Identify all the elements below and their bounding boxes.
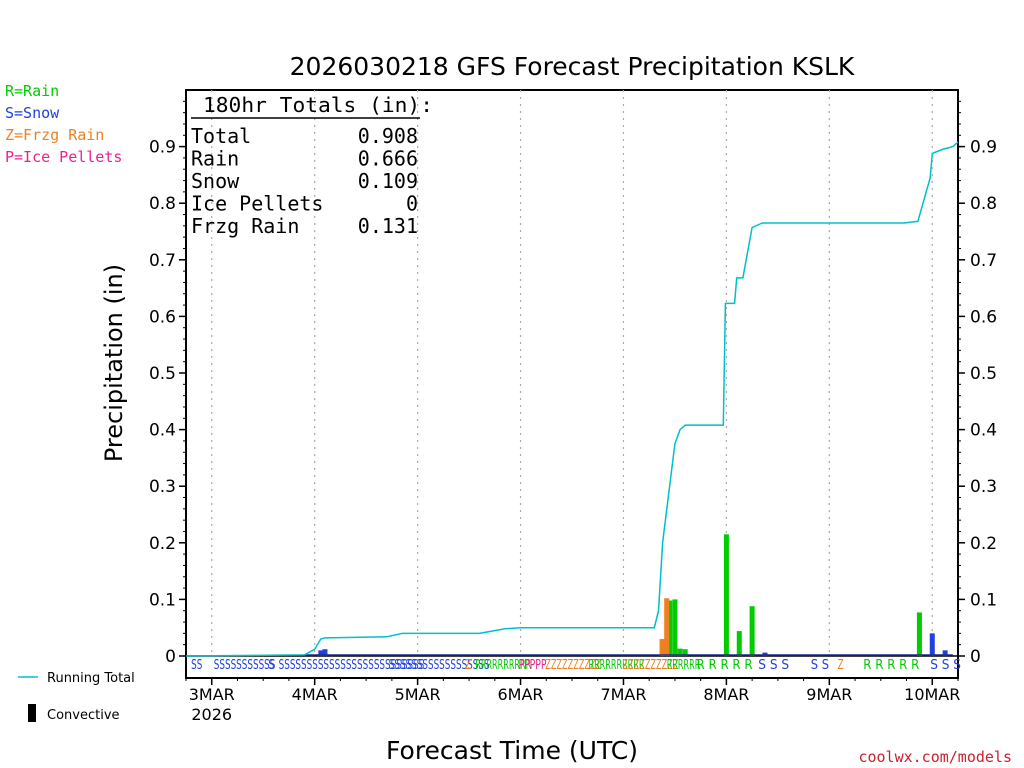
y-tick-label-right-4: 0.4 <box>970 421 997 441</box>
y-tick-label-right-8: 0.8 <box>970 194 997 214</box>
totals-value-2: 0.109 <box>358 169 418 193</box>
ptype-run-13: S S S <box>758 658 789 673</box>
x-axis-label: Forecast Time (UTC) <box>386 736 638 765</box>
legend-type-2: Z=Frzg Rain <box>5 126 104 144</box>
y-tick-label-left-4: 0.4 <box>149 421 176 441</box>
y-axis-label: Precipitation (in) <box>100 264 128 462</box>
ptype-run-4: SSSSSSSSSSSSSSSSSS <box>389 658 490 673</box>
y-tick-label-left-6: 0.6 <box>149 307 176 327</box>
running-total-line <box>185 141 959 657</box>
bar-rain <box>749 606 755 656</box>
y-tick-label-left-5: 0.5 <box>149 364 176 384</box>
y-tick-label-right-0: 0 <box>970 647 981 667</box>
ptype-run-2: S <box>268 658 274 673</box>
bar-rain <box>667 600 673 656</box>
y-tick-label-right-3: 0.3 <box>970 477 997 497</box>
legend-type-0: R=Rain <box>5 82 59 100</box>
totals-value-0: 0.908 <box>358 124 418 148</box>
x-tick-label-2: 5MAR <box>395 685 441 704</box>
bar-rain <box>672 599 678 656</box>
bar-rain <box>916 612 922 656</box>
totals-name-3: Ice Pellets <box>191 192 323 216</box>
bar-rain <box>736 631 742 656</box>
ptype-run-6: RRRRRRRRRR <box>475 658 531 673</box>
x-tick-label-6: 9MAR <box>806 685 852 704</box>
line-legend: Running Total Convective <box>18 671 135 723</box>
bar-snow <box>322 649 328 656</box>
plot-frame <box>185 89 959 679</box>
ptype-run-11: RRRRRR <box>667 658 701 673</box>
y-tick-label-right-1: 0.1 <box>970 590 997 610</box>
convective-swatch <box>28 704 36 722</box>
bar-snow <box>929 633 935 656</box>
y-tick-label-right-2: 0.2 <box>970 534 997 554</box>
x-tick-label-1: 4MAR <box>292 685 338 704</box>
bar-frzg-rain <box>659 639 665 656</box>
totals-value-1: 0.666 <box>358 147 418 171</box>
bar-rain <box>682 649 688 656</box>
x-tick-label-0: 3MAR <box>189 685 235 704</box>
type-legend: R=Rain S=Snow Z=Frzg Rain P=Ice Pellets <box>5 82 122 166</box>
ptype-run-7: PPPPP <box>518 658 546 673</box>
ptype-run-5: Z <box>465 658 471 673</box>
y-tick-label-left-0: 0 <box>165 647 176 667</box>
ptype-run-16: R R R R R <box>863 658 919 673</box>
y-tick-label-right-9: 0.9 <box>970 138 997 158</box>
ptype-run-1: SSSSSSSSSSS <box>214 658 276 673</box>
y-tick-label-left-7: 0.7 <box>149 251 176 271</box>
y-tick-label-left-9: 0.9 <box>149 138 176 158</box>
ptype-run-10: ZZZZZZZZZZ <box>622 658 678 673</box>
totals-name-1: Rain <box>191 147 239 171</box>
running-total-legend-label: Running Total <box>47 671 135 686</box>
totals-name-4: Frzg Rain <box>191 214 299 238</box>
watermark: coolwx.com/models <box>858 748 1012 766</box>
ptype-run-0: SS <box>191 658 202 673</box>
y-tick-label-left-8: 0.8 <box>149 194 176 214</box>
y-tick-label-left-1: 0.1 <box>149 590 176 610</box>
totals-name-0: Total <box>191 124 251 148</box>
totals-header: 180hr Totals (in): <box>203 93 433 117</box>
bar-snow <box>942 650 948 656</box>
y-axis-ticks: 0 0 0.1 0.1 0.2 0.2 0.3 0.3 0.4 0.4 0.5 0.5 0.6 0.6 0.… <box>149 100 997 667</box>
totals-value-3: 0 <box>406 192 418 216</box>
y-tick-label-left-2: 0.2 <box>149 534 176 554</box>
ptype-strip: SS SSSSSSSSSSSS SSSSSSSSSSSSSSSSSSSSSSSSSS… <box>191 658 961 673</box>
bar-snow <box>318 650 324 656</box>
x-tick-sublabel-0: 2026 <box>191 705 232 724</box>
ptype-run-9: RRRRRRRRRR <box>588 658 644 673</box>
totals-value-4: 0.131 <box>358 214 418 238</box>
ptype-run-12: R R R R R <box>697 658 753 673</box>
bar-rain <box>677 648 683 656</box>
convective-legend-label: Convective <box>47 708 120 723</box>
totals-name-2: Snow <box>191 169 240 193</box>
x-tick-label-5: 8MAR <box>703 685 749 704</box>
y-tick-label-left-3: 0.3 <box>149 477 176 497</box>
y-tick-label-right-6: 0.6 <box>970 307 997 327</box>
y-tick-label-right-5: 0.5 <box>970 364 997 384</box>
ptype-run-15: Z <box>838 658 844 673</box>
precip-bars <box>304 534 953 656</box>
x-tick-label-3: 6MAR <box>498 685 544 704</box>
x-tick-label-7: 10MAR <box>904 685 960 704</box>
ptype-run-17: S S S <box>930 658 961 673</box>
day-gridlines <box>211 90 933 656</box>
bar-rain <box>723 534 729 656</box>
chart-title: 2026030218 GFS Forecast Precipitation KS… <box>290 52 855 81</box>
x-tick-label-4: 7MAR <box>600 685 646 704</box>
legend-type-1: S=Snow <box>5 104 60 122</box>
ptype-run-3: SSSSSSSSSSSSSSSSSSSSSSSSSS <box>279 658 425 673</box>
totals-box: 180hr Totals (in): Total 0.908 Rain 0.666 Sno… <box>191 93 433 238</box>
legend-type-3: P=Ice Pellets <box>5 148 122 166</box>
ptype-run-14: S S <box>811 658 829 673</box>
ptype-run-8: ZZZZZZZZZZ <box>545 658 601 673</box>
bar-frzg-rain <box>664 598 670 656</box>
y-tick-label-right-7: 0.7 <box>970 251 997 271</box>
